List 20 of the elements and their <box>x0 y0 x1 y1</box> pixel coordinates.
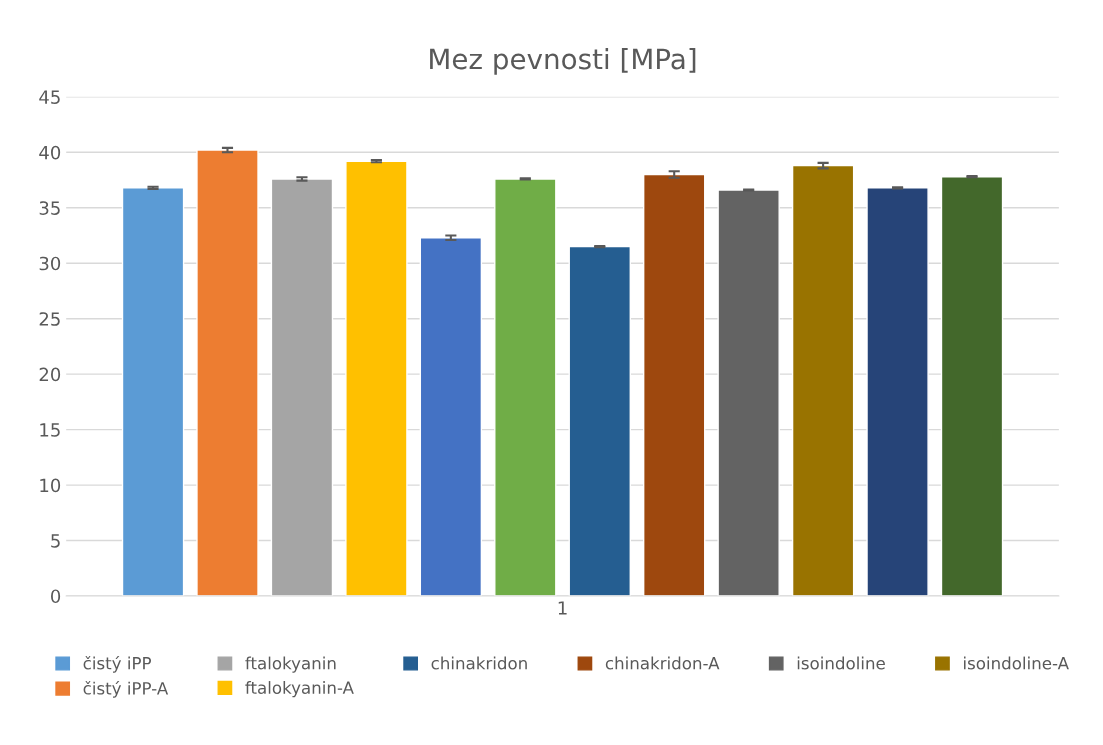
chart-title: Mez pevnosti [MPa] <box>430 47 696 75</box>
legend-label: chinakridon <box>431 656 527 670</box>
y-tick-label: 35 <box>39 201 60 215</box>
y-tick-label: 30 <box>39 256 61 271</box>
x-tick-label: 1 <box>558 601 567 615</box>
legend-label: ftalokyanin <box>245 656 336 673</box>
y-tick-label: 5 <box>51 534 60 548</box>
y-tick-label: 15 <box>40 423 60 437</box>
legend-label: isoindoline-A <box>964 656 1069 670</box>
legend-label: ftalokyanin-A <box>245 681 354 698</box>
legend-label: chinakridon-A <box>605 656 720 670</box>
y-tick-label: 10 <box>40 478 61 493</box>
legend-label: isoindoline <box>797 656 885 670</box>
y-tick-label: 20 <box>39 367 61 382</box>
y-tick-label: 25 <box>39 312 60 326</box>
legend-label: čistý iPP-A <box>83 681 169 698</box>
legend-label: čistý iPP <box>83 655 152 673</box>
y-tick-label: 45 <box>39 90 60 104</box>
y-tick-label: 0 <box>51 589 61 604</box>
y-tick-label: 40 <box>39 145 61 160</box>
